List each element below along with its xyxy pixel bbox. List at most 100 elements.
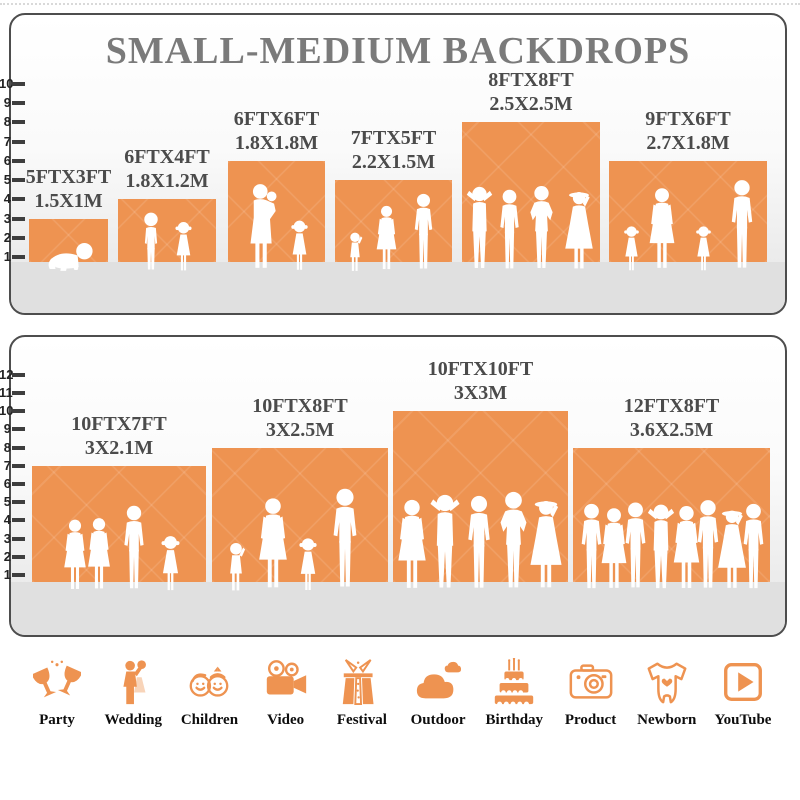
axis-tick-mark xyxy=(12,101,25,105)
backdrop-bar-8x8 xyxy=(462,122,600,269)
bar-label: 6FTX6FT 1.8X1.8M xyxy=(233,107,320,154)
category-birthday: Birthday xyxy=(479,658,549,729)
silhouette-family-four xyxy=(624,180,753,271)
top-divider xyxy=(0,3,800,5)
axis-tick-label: 6 xyxy=(3,152,11,168)
axis-tick-label: 3 xyxy=(3,210,11,226)
backdrop-bar-9x6 xyxy=(609,160,767,271)
axis-tick-label: 12 xyxy=(0,366,14,382)
axis-tick-mark xyxy=(12,372,25,377)
axis-tick-label: 4 xyxy=(3,191,11,207)
axis-tick-mark xyxy=(12,255,25,259)
axis-tick-label: 8 xyxy=(3,439,11,455)
backdrop-bar-6x4 xyxy=(118,199,216,271)
axis-tick-label: 9 xyxy=(3,421,11,437)
category-row: Party Wedding xyxy=(0,658,800,729)
category-wedding: Wedding xyxy=(98,658,168,729)
silhouette-family-four xyxy=(230,488,357,591)
backdrop-bar-10x8 xyxy=(212,447,388,591)
category-label: Party xyxy=(39,712,75,728)
floor xyxy=(11,262,785,313)
backdrop-bar-7x5 xyxy=(335,180,452,271)
category-label: Newborn xyxy=(637,712,697,728)
bar-label: 10FTX7FT 3X2.1M xyxy=(71,412,167,459)
silhouette-adult-group xyxy=(398,491,562,588)
category-product: Product xyxy=(556,658,626,729)
axis-tick-label: 5 xyxy=(3,494,11,510)
axis-tick-label: 8 xyxy=(3,114,11,130)
axis-tick-mark xyxy=(12,445,25,450)
axis-tick-label: 4 xyxy=(3,512,11,528)
axis-tick-mark xyxy=(12,573,25,577)
axis-tick-mark xyxy=(12,463,25,468)
category-festival: Festival xyxy=(327,658,397,729)
silhouette-family-four xyxy=(64,505,180,591)
page-title: SMALL-MEDIUM BACKDROPS xyxy=(105,30,691,72)
product-icon xyxy=(569,664,612,699)
axis-tick-mark xyxy=(12,235,25,240)
category-label: YouTube xyxy=(714,712,772,728)
category-label: Wedding xyxy=(104,712,162,728)
axis-tick-mark xyxy=(12,158,25,163)
axis-tick-mark xyxy=(12,120,25,125)
backdrop-bar-5x3 xyxy=(29,218,108,271)
silhouette-two-children xyxy=(144,212,192,271)
birthday-icon xyxy=(495,658,534,706)
festival-icon xyxy=(342,659,374,706)
axis-tick-mark xyxy=(12,81,25,86)
category-video: Video xyxy=(251,658,321,729)
axis-tick-mark xyxy=(12,197,25,202)
children-icon xyxy=(190,666,229,697)
axis-tick-mark xyxy=(12,536,25,541)
bar-label: 5FTX3FT 1.5X1M xyxy=(25,165,112,212)
axis-tick-label: 10 xyxy=(0,75,14,91)
axis-tick-label: 1 xyxy=(3,567,11,582)
category-children: Children xyxy=(174,658,244,729)
axis-tick-mark xyxy=(12,216,25,221)
newborn-icon xyxy=(647,662,687,704)
axis-tick-label: 7 xyxy=(3,457,11,473)
silhouette-baby-crawling xyxy=(48,242,93,271)
silhouette-adult-group xyxy=(466,186,593,269)
backdrop-bar-10x10 xyxy=(393,411,568,588)
axis-tick-label: 2 xyxy=(3,229,11,245)
category-label: Birthday xyxy=(485,712,544,728)
axis-tick-mark xyxy=(12,139,25,144)
category-label: Outdoor xyxy=(410,712,466,728)
axis-tick-mark xyxy=(12,427,25,432)
axis-tick-mark xyxy=(12,391,25,395)
axis-tick-label: 10 xyxy=(0,403,14,419)
category-label: Children xyxy=(180,712,239,728)
category-youtube: YouTube xyxy=(708,658,778,729)
silhouette-large-group xyxy=(581,500,764,589)
bar-label: 10FTX8FT 3X2.5M xyxy=(252,394,348,441)
category-label: Product xyxy=(564,712,617,728)
axis-tick-mark xyxy=(12,518,25,523)
axis-tick-mark xyxy=(12,500,25,505)
axis-tick-label: 7 xyxy=(3,133,11,149)
category-outdoor: Outdoor xyxy=(403,658,473,729)
axis-tick-label: 6 xyxy=(3,476,11,491)
backdrop-bar-12x8 xyxy=(573,447,770,589)
axis-tick-label: 3 xyxy=(3,530,11,546)
axis-tick-mark xyxy=(12,178,25,182)
bar-label: 6FTX4FT 1.8X1.2M xyxy=(124,146,210,193)
axis-tick-label: 1 xyxy=(3,249,11,264)
axis-tick-mark xyxy=(12,482,25,486)
axis-tick-label: 5 xyxy=(3,172,11,187)
youtube-icon xyxy=(724,663,762,701)
bar-label: 8FTX8FT 2.5X2.5M xyxy=(488,69,574,116)
silhouette-family-three xyxy=(350,193,433,271)
bar-label: 7FTX5FT 2.2X1.5M xyxy=(350,127,437,173)
wedding-icon xyxy=(123,660,147,705)
category-label: Festival xyxy=(336,712,387,728)
floor xyxy=(11,582,785,635)
axis-tick-mark xyxy=(12,554,25,559)
axis-tick-label: 11 xyxy=(0,385,13,400)
category-newborn: Newborn xyxy=(632,658,702,729)
video-icon xyxy=(266,660,306,695)
bar-label: 10FTX10FT 3X3M xyxy=(427,358,534,405)
bar-label: 9FTX6FT 2.7X1.8M xyxy=(645,107,731,154)
outdoor-icon xyxy=(416,661,462,699)
